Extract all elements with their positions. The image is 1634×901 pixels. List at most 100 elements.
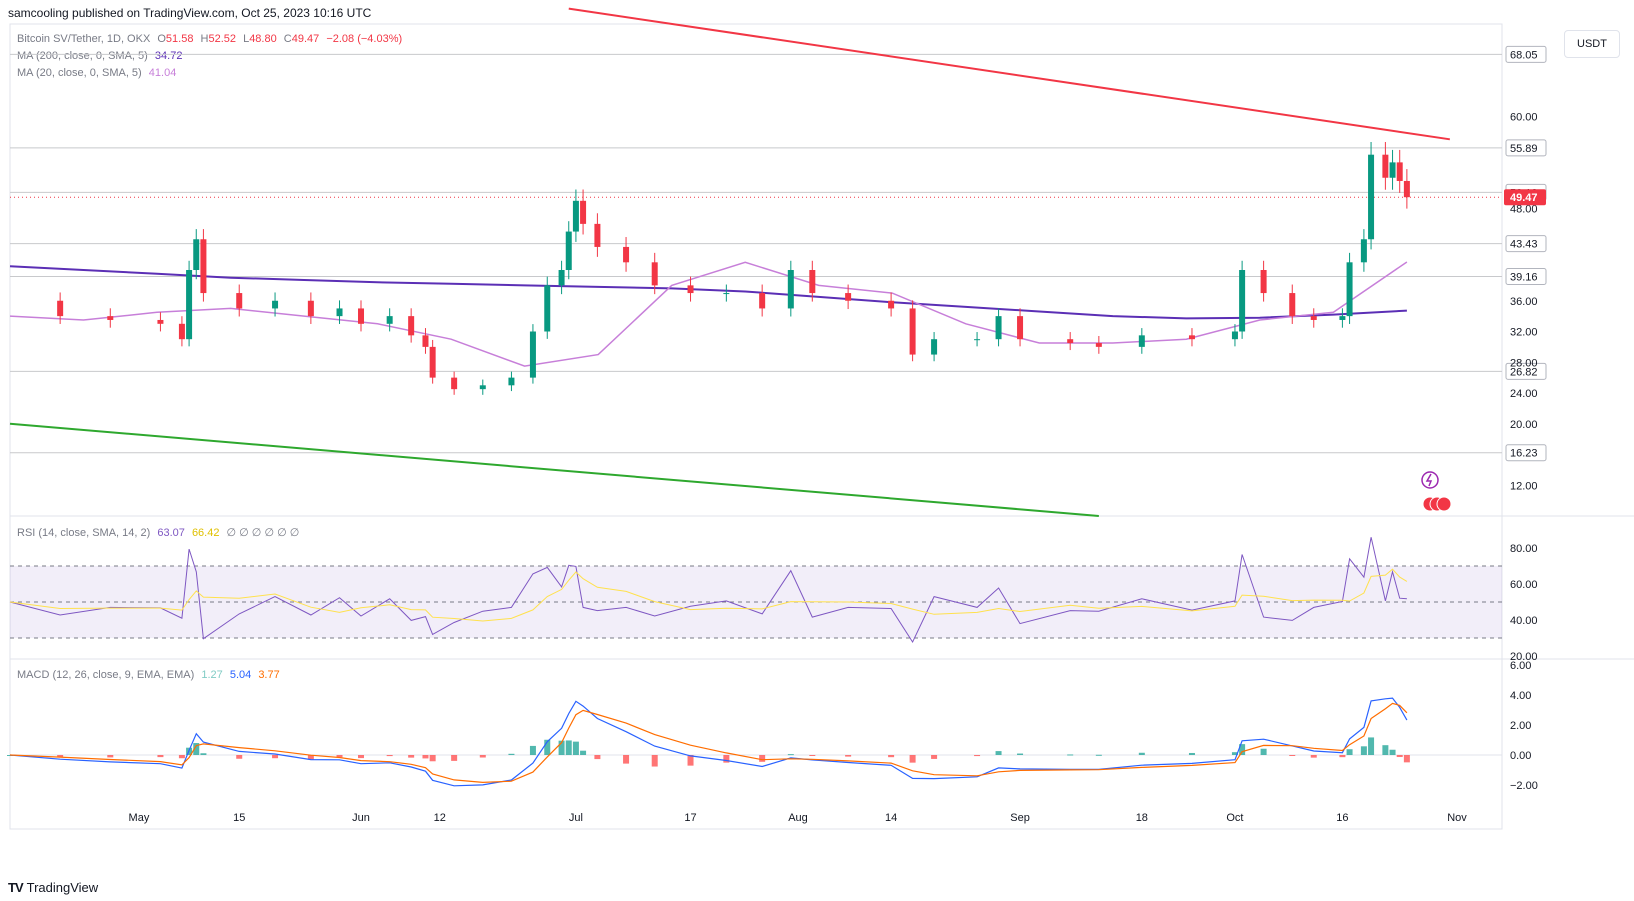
chart-frame	[9, 23, 1503, 830]
macd-histogram-bar	[1260, 748, 1267, 755]
macd-histogram-bar	[451, 755, 458, 761]
macd-histogram-bar	[307, 755, 314, 760]
candle-body	[580, 200, 587, 224]
candle-body	[845, 293, 852, 301]
macd-histogram-bar	[787, 754, 794, 756]
macd-histogram-bar	[1138, 752, 1145, 755]
macd-histogram-bar	[529, 745, 536, 755]
candle-body	[408, 316, 415, 336]
ma200-line	[9, 265, 1407, 320]
macd-histogram-bar	[157, 755, 164, 758]
candle-body	[200, 239, 207, 294]
macd-histogram-bar	[408, 755, 415, 758]
ma20-line	[9, 261, 1408, 367]
macd-histogram-bar	[888, 755, 895, 758]
price-legend: Bitcoin SV/Tether, 1D, OKX O51.58 H52.52…	[17, 33, 402, 45]
candle-body	[508, 377, 515, 386]
time-tick-label: Aug	[788, 812, 808, 824]
candle-body	[594, 223, 601, 247]
candle-body	[1017, 316, 1024, 340]
macd-line	[9, 697, 1408, 787]
candle-body	[1346, 262, 1353, 317]
macd-value: 5.04	[229, 669, 252, 681]
macd-tick-label: 0.00	[1510, 750, 1531, 762]
candle-body	[307, 300, 314, 317]
tradingview-brand: TradingView	[26, 880, 99, 895]
macd-histogram-bar	[1239, 744, 1246, 755]
macd-histogram-bar	[1360, 746, 1367, 755]
candle-body	[809, 270, 816, 294]
macd-histogram-bar	[386, 755, 393, 757]
candle-body	[931, 339, 938, 355]
candle-body	[57, 300, 64, 317]
macd-histogram-bar	[1289, 755, 1296, 756]
candle-body	[558, 270, 565, 286]
macd-histogram-bar	[1310, 755, 1317, 758]
rsi-line	[9, 537, 1407, 644]
macd-histogram-bar	[759, 755, 766, 762]
price-level-box	[1505, 267, 1547, 285]
rsi-ma-value: 66.42	[191, 527, 220, 539]
candle-body	[565, 231, 572, 270]
rsi-label: RSI (14, close, SMA, 14, 2)	[17, 527, 151, 539]
currency-button[interactable]: USDT	[1564, 30, 1620, 58]
candle-body	[623, 246, 630, 263]
close-value: 49.47	[291, 33, 320, 45]
rsi-value: 63.07	[157, 527, 185, 539]
time-tick-label: 17	[684, 812, 696, 824]
macd-histogram-bar	[422, 755, 429, 759]
time-tick-label: Jun	[352, 812, 370, 824]
candle-body	[572, 200, 579, 232]
candle-body	[1138, 335, 1145, 347]
macd-histogram-bar	[723, 755, 730, 763]
candle-body	[1067, 339, 1074, 344]
macd-legend: MACD (12, 26, close, 9, EMA, EMA) 1.27 5…	[17, 669, 280, 681]
time-tick-label: 12	[434, 812, 446, 824]
candle-body	[451, 377, 458, 390]
price-level-box	[1505, 444, 1547, 462]
macd-label: MACD (12, 26, close, 9, EMA, EMA)	[17, 669, 195, 681]
candle-body	[386, 316, 393, 324]
high-value: 52.52	[208, 33, 236, 45]
current-price-badge	[1504, 189, 1546, 206]
price-tick-label: 55.89	[1510, 143, 1538, 155]
candle-body	[651, 262, 658, 286]
macd-histogram-bar	[1403, 755, 1410, 763]
price-level-box	[1505, 235, 1547, 253]
candle-body	[1339, 316, 1346, 320]
candle-body	[358, 308, 365, 324]
candle-body	[107, 316, 114, 320]
macd-histogram-bar	[558, 740, 565, 755]
ma20-label: MA (20, close, 0, SMA, 5)	[17, 67, 142, 79]
macd-histogram-bar	[909, 755, 916, 763]
candle-body	[336, 308, 343, 317]
ma20-value: 41.04	[148, 67, 177, 79]
candle-body	[1260, 270, 1267, 294]
candle-body	[272, 300, 279, 309]
rsi-tick-label: 80.00	[1510, 543, 1538, 555]
candle-body	[479, 385, 486, 390]
macd-histogram-bar	[580, 750, 587, 755]
candle-body	[1368, 154, 1375, 240]
candle-body	[787, 270, 794, 309]
lightning-icon	[1421, 471, 1439, 489]
trendline-upper	[568, 7, 1451, 141]
time-tick-label: Oct	[1226, 812, 1243, 824]
published-header: samcooling published on TradingView.com,…	[8, 6, 372, 20]
time-tick-label: 15	[233, 812, 245, 824]
macd-histogram-bar	[1368, 737, 1375, 755]
candle-body	[1289, 293, 1296, 317]
macd-histogram-bar	[1382, 745, 1389, 755]
macd-histogram-bar	[1346, 749, 1353, 755]
macd-histogram-bar	[572, 741, 579, 755]
candle-body	[178, 323, 185, 340]
candle-body	[687, 285, 694, 294]
candle-body	[1396, 162, 1403, 181]
tradingview-footer[interactable]: TV TradingView	[8, 880, 98, 895]
candle-body	[1389, 162, 1396, 178]
macd-histogram-bar	[594, 755, 601, 760]
macd-histogram-bar	[336, 755, 343, 758]
macd-histogram-bar	[236, 755, 243, 759]
candle-body	[1188, 335, 1195, 340]
